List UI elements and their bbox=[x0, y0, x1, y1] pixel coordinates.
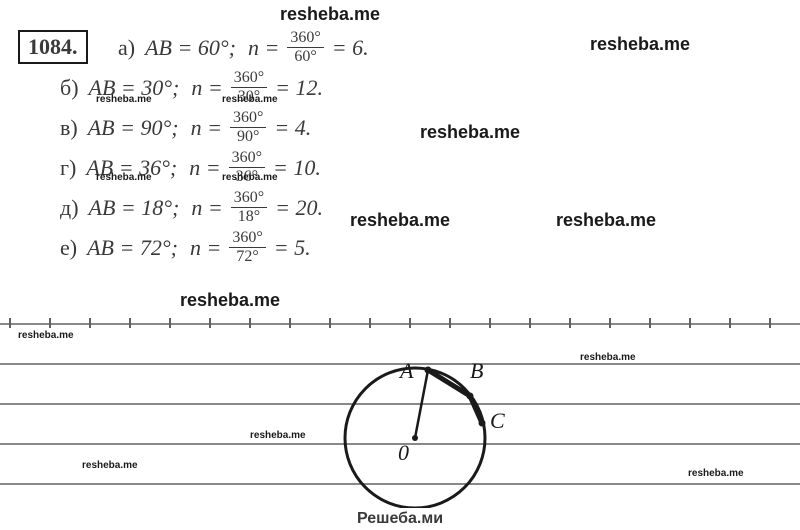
circle-diagram: A BC 0 bbox=[320, 318, 510, 508]
header-brand: resheba.me bbox=[280, 4, 380, 25]
arc-expr: AB = 60°; bbox=[145, 35, 236, 61]
row-letter: б) bbox=[60, 75, 79, 101]
watermark: resheba.me bbox=[96, 172, 152, 183]
watermark: resheba.me bbox=[222, 172, 278, 183]
row-letter: д) bbox=[60, 195, 79, 221]
svg-text:B: B bbox=[470, 358, 483, 383]
equation-row: а) AB = 60°; n = 360°60° = 6. bbox=[118, 30, 369, 65]
watermark: resheba.me bbox=[590, 34, 690, 55]
ruled-area: A BC 0 bbox=[0, 318, 800, 508]
svg-text:C: C bbox=[490, 408, 505, 433]
result: = 4. bbox=[274, 115, 311, 141]
row-letter: а) bbox=[118, 35, 135, 61]
equation-row: е) AB = 72°; n = 360°72° = 5. bbox=[60, 230, 311, 265]
n-prefix: n = bbox=[191, 115, 222, 141]
fraction: 360°90° bbox=[230, 110, 266, 145]
n-prefix: n = bbox=[190, 235, 221, 261]
row-letter: е) bbox=[60, 235, 77, 261]
result: = 5. bbox=[274, 235, 311, 261]
problem-number: 1084. bbox=[18, 30, 88, 64]
arc-expr: AB = 72°; bbox=[87, 235, 178, 261]
fraction: 360°72° bbox=[229, 230, 265, 265]
equation-row: в) AB = 90°; n = 360°90° = 4. bbox=[60, 110, 311, 145]
watermark: resheba.me bbox=[180, 290, 280, 311]
result: = 10. bbox=[273, 155, 321, 181]
svg-text:A: A bbox=[398, 358, 414, 383]
watermark: resheba.me bbox=[556, 210, 656, 231]
arc-expr: AB = 90°; bbox=[88, 115, 179, 141]
watermark: resheba.me bbox=[96, 94, 152, 105]
n-prefix: n = bbox=[248, 35, 279, 61]
result: = 20. bbox=[275, 195, 323, 221]
row-letter: в) bbox=[60, 115, 78, 141]
equation-row: д) AB = 18°; n = 360°18° = 20. bbox=[60, 190, 323, 225]
footer-text: Решеба.ми bbox=[0, 510, 800, 528]
arc-expr: AB = 18°; bbox=[89, 195, 180, 221]
result: = 6. bbox=[332, 35, 369, 61]
watermark: resheba.me bbox=[420, 122, 520, 143]
n-prefix: n = bbox=[191, 195, 222, 221]
n-prefix: n = bbox=[189, 155, 220, 181]
svg-text:0: 0 bbox=[398, 440, 409, 465]
watermark: resheba.me bbox=[222, 94, 278, 105]
watermark: resheba.me bbox=[350, 210, 450, 231]
fraction: 360°18° bbox=[231, 190, 267, 225]
row-letter: г) bbox=[60, 155, 76, 181]
fraction: 360°60° bbox=[287, 30, 323, 65]
result: = 12. bbox=[275, 75, 323, 101]
n-prefix: n = bbox=[191, 75, 222, 101]
